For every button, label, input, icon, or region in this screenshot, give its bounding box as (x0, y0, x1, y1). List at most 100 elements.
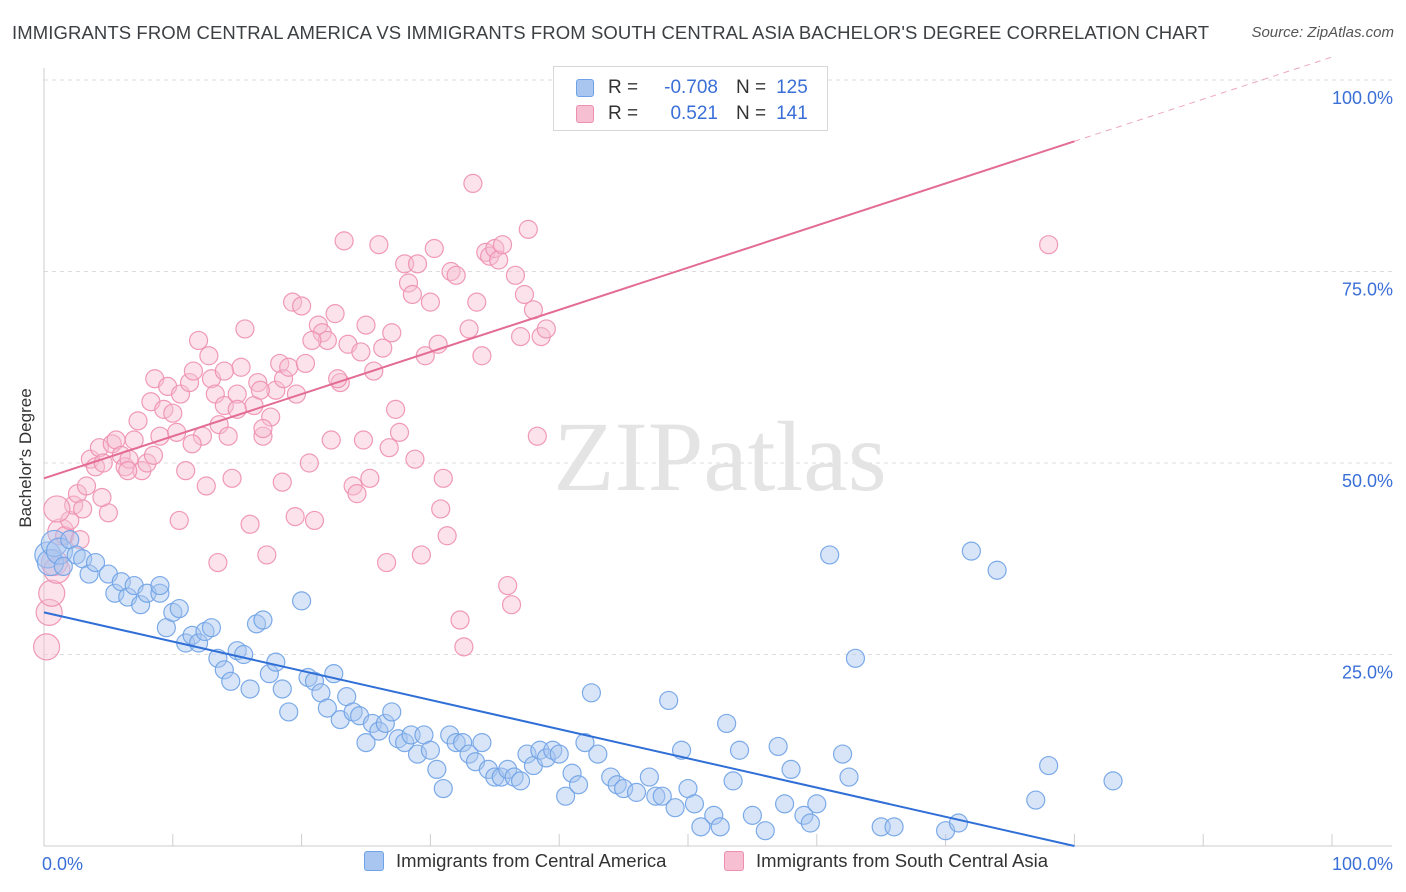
n-value: 125 (776, 77, 808, 98)
scatter-point (781, 759, 801, 780)
scatter-point (382, 702, 402, 722)
scatter-point (454, 637, 474, 657)
scatter-point (510, 327, 531, 347)
x-tick-label: 0.0% (42, 854, 83, 874)
scatter-point (218, 426, 238, 446)
scatter-point (304, 671, 325, 691)
legend-swatch-blue (364, 851, 384, 871)
scatter-point (510, 771, 531, 791)
scatter-point (987, 560, 1007, 580)
scatter-point (253, 418, 273, 439)
series-south-central-asia-points (32, 173, 1059, 661)
scatter-point (259, 664, 279, 684)
scatter-point (32, 633, 61, 661)
scatter-point (222, 468, 242, 488)
scatter-point (76, 476, 97, 496)
scatter-point (386, 399, 406, 419)
legend-item-south-central-asia[interactable]: Immigrants from South Central Asia (724, 850, 1048, 872)
legend-label: Immigrants from South Central Asia (756, 850, 1048, 871)
scatter-point (273, 369, 294, 389)
scatter-point (137, 453, 157, 473)
scatter-point (652, 786, 672, 806)
stats-legend: R = -0.708 N = 125 R = 0.521 N = 141 (553, 66, 828, 131)
watermark: ZIPatlas (553, 401, 886, 512)
scatter-point (463, 173, 483, 194)
legend-label: Immigrants from Central America (396, 850, 667, 871)
scatter-point (292, 296, 312, 316)
scatter-point (92, 487, 112, 508)
scatter-point (433, 468, 453, 488)
legend-item-central-america[interactable]: Immigrants from Central America (364, 850, 666, 872)
scatter-point (201, 618, 222, 638)
scatter-point (433, 778, 453, 799)
scatter-point (214, 361, 234, 381)
scatter-point (382, 323, 402, 343)
scatter-point (176, 461, 196, 481)
scatter-point (196, 476, 216, 496)
scatter-point (128, 411, 148, 431)
scatter-point (183, 361, 204, 381)
scatter-point (131, 595, 151, 615)
scatter-point (373, 338, 393, 358)
scatter-point (279, 702, 299, 722)
scatter-point (221, 671, 241, 691)
scatter-point (405, 449, 425, 469)
scatter-point (581, 683, 602, 703)
scatter-point (279, 357, 299, 377)
scatter-point (261, 407, 281, 427)
scatter-point (723, 771, 743, 791)
scatter-point (820, 545, 840, 565)
scatter-point (302, 330, 322, 351)
scatter-point (199, 346, 219, 366)
scatter-point (248, 372, 268, 393)
scatter-point (389, 422, 410, 442)
scatter-point (437, 526, 457, 546)
scatter-point (562, 763, 582, 783)
scatter-point (379, 438, 399, 458)
scatter-point (431, 499, 451, 519)
scatter-point (38, 579, 66, 607)
scatter-point (450, 610, 470, 630)
scatter-point (377, 552, 397, 573)
scatter-point (266, 652, 286, 672)
scatter-point (272, 472, 292, 492)
scatter-point (369, 721, 389, 741)
scatter-point (884, 817, 904, 837)
scatter-point (472, 346, 492, 366)
scatter-point (347, 484, 367, 504)
scatter-point (665, 798, 685, 818)
scatter-point (420, 292, 440, 312)
trend-lines (43, 56, 1333, 847)
scatter-point (774, 794, 795, 814)
scatter-point (163, 403, 183, 423)
scatter-point (253, 426, 273, 446)
scatter-point (395, 732, 415, 753)
scatter-point (182, 434, 202, 454)
series-central-america-points (34, 529, 1123, 841)
axes (43, 68, 1392, 847)
scatter-point (375, 713, 395, 734)
y-tick-label: 50.0% (1342, 471, 1393, 491)
scatter-point (73, 499, 93, 519)
scatter-point (794, 805, 814, 825)
scatter-point (691, 817, 711, 837)
scatter-point (257, 545, 277, 565)
scatter-point (498, 575, 518, 596)
scatter-point (360, 468, 380, 488)
n-label: N = (736, 77, 767, 98)
scatter-point (407, 254, 428, 274)
x-tick-label: 100.0% (1332, 854, 1393, 874)
chart-title: IMMIGRANTS FROM CENTRAL AMERICA VS IMMIG… (12, 22, 1210, 43)
scatter-point (489, 250, 509, 270)
legend-swatch-pink (576, 105, 594, 123)
series-legend: Immigrants from Central America Immigran… (0, 850, 1406, 878)
scatter-point (601, 767, 621, 787)
scatter-point (710, 817, 730, 837)
scatter-point (227, 384, 247, 404)
y-axis-label: Bachelor's Degree (16, 388, 35, 528)
scatter-point (420, 740, 440, 760)
trend-line-south-central-asia (43, 140, 1075, 480)
scatter-point (272, 679, 292, 699)
scatter-point (179, 372, 200, 393)
